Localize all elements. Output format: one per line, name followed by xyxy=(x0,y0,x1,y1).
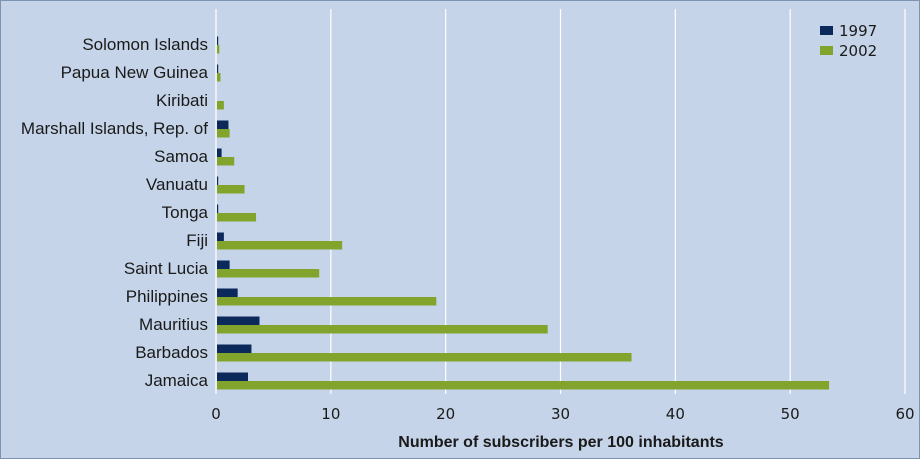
x-tick-label: 20 xyxy=(436,405,455,423)
bar-2002-0 xyxy=(217,45,220,54)
x-tick-label: 10 xyxy=(321,405,340,423)
bar-2002-11 xyxy=(217,353,632,362)
category-label: Papua New Guinea xyxy=(61,63,209,82)
category-label: Saint Lucia xyxy=(124,259,209,278)
bar-1997-7 xyxy=(217,232,224,241)
category-label: Solomon Islands xyxy=(82,35,208,54)
bar-1997-4 xyxy=(217,148,222,157)
category-label: Barbados xyxy=(135,343,208,362)
bar-2002-6 xyxy=(217,213,257,222)
bar-1997-12 xyxy=(217,372,249,381)
x-tick-labels: 0 10 20 30 40 50 60 xyxy=(211,405,914,423)
bar-2002-7 xyxy=(217,241,343,250)
category-label: Samoa xyxy=(154,147,208,166)
x-axis-title: Number of subscribers per 100 inhabitant… xyxy=(398,434,724,451)
bar-1997-9 xyxy=(217,288,238,297)
bar-2002-8 xyxy=(217,269,320,278)
bar-2002-4 xyxy=(217,157,235,166)
x-tick-label: 50 xyxy=(781,405,800,423)
bar-1997-1 xyxy=(217,64,219,73)
category-label: Marshall Islands, Rep. of xyxy=(21,119,208,138)
legend-swatch-2002 xyxy=(820,46,833,55)
bar-2002-10 xyxy=(217,325,548,334)
x-tick-label: 30 xyxy=(551,405,570,423)
category-labels: Solomon Islands Papua New Guinea Kiribati M… xyxy=(21,35,209,390)
bar-2002-3 xyxy=(217,129,230,138)
bar-1997-8 xyxy=(217,260,230,269)
bars xyxy=(217,36,830,390)
category-label: Philippines xyxy=(126,287,208,306)
category-label: Kiribati xyxy=(156,91,208,110)
bar-2002-5 xyxy=(217,185,245,194)
x-tick-label: 60 xyxy=(895,405,914,423)
category-label: Mauritius xyxy=(139,315,208,334)
bar-2002-12 xyxy=(217,381,830,390)
bar-1997-10 xyxy=(217,316,260,325)
category-label: Jamaica xyxy=(145,371,209,390)
category-label: Fiji xyxy=(186,231,208,250)
category-label: Tonga xyxy=(162,203,209,222)
x-tick-label: 0 xyxy=(211,405,221,423)
bar-1997-0 xyxy=(217,36,219,45)
bar-1997-6 xyxy=(217,204,219,213)
gridlines xyxy=(215,9,906,394)
legend-label-2002: 2002 xyxy=(839,42,877,60)
category-label: Vanuatu xyxy=(146,175,208,194)
legend-swatch-1997 xyxy=(820,26,833,35)
bar-1997-3 xyxy=(217,120,229,129)
legend-label-1997: 1997 xyxy=(839,22,877,40)
bar-1997-5 xyxy=(217,176,219,185)
bar-2002-2 xyxy=(217,101,224,110)
legend: 1997 2002 xyxy=(820,22,877,60)
bar-2002-1 xyxy=(217,73,221,82)
x-tick-label: 40 xyxy=(666,405,685,423)
bar-1997-11 xyxy=(217,344,252,353)
bar-2002-9 xyxy=(217,297,437,306)
